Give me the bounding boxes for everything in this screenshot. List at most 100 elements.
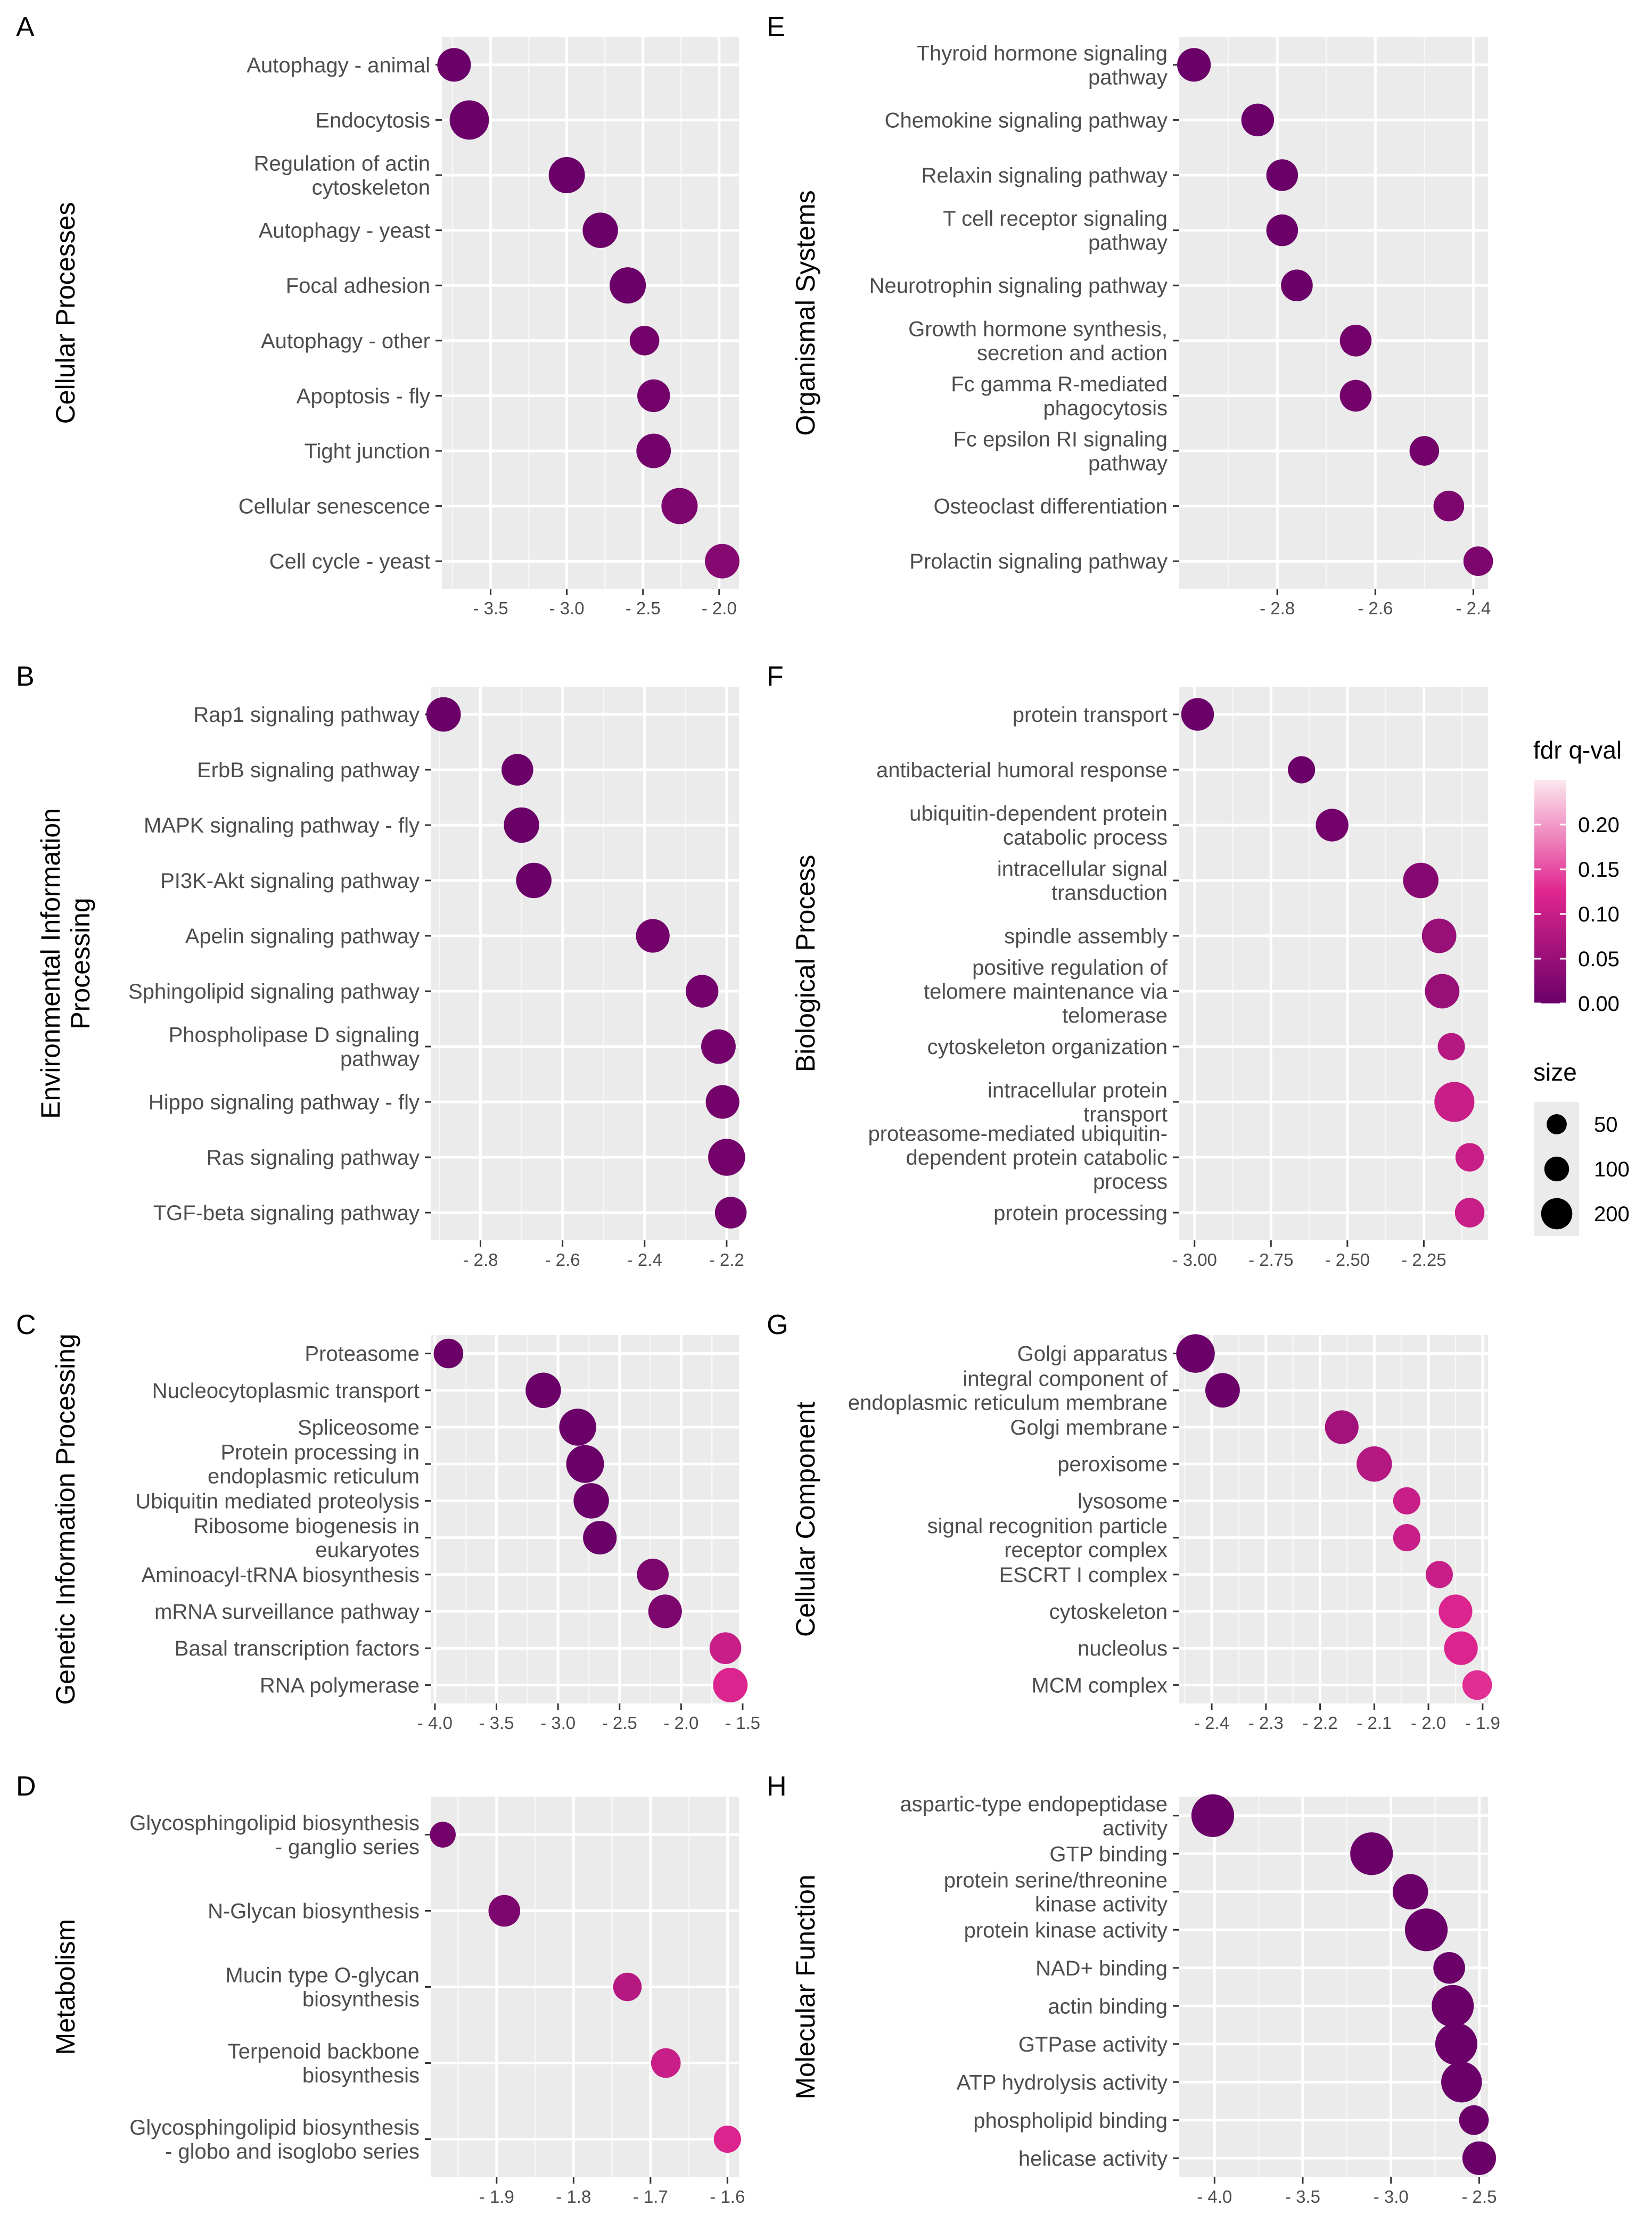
x-tick-label: - 1.6	[710, 2187, 745, 2206]
data-point	[525, 1372, 561, 1409]
category-label: T cell receptor signaling pathway	[943, 207, 1168, 254]
data-point	[1459, 2105, 1489, 2135]
category-label: Terpenoid backbone biosynthesis	[228, 2040, 420, 2087]
category-label: nucleolus	[1078, 1637, 1168, 1660]
x-tick-label: - 3.0	[1374, 2187, 1409, 2206]
plot-background	[431, 1335, 739, 1703]
category-label: Fc epsilon RI signaling pathway	[954, 428, 1168, 475]
panel-g: G - 2.4 - 2.3 - 2.2 - 2.1 - 2.0 - 1.9 Golgi app…	[767, 1310, 1500, 1733]
panel-letter: A	[16, 12, 35, 43]
data-point	[582, 212, 618, 248]
x-tick-label: - 4.0	[1197, 2187, 1232, 2206]
facet-title: Cellular Processes	[51, 202, 80, 424]
x-tick-label: - 2.8	[1260, 598, 1295, 618]
facet-title: Environmental InformationProcessing	[36, 808, 95, 1119]
data-point	[430, 1822, 456, 1848]
plot-background	[1179, 1797, 1488, 2177]
data-point	[426, 697, 461, 732]
data-point	[1444, 1631, 1478, 1665]
facet-title: Genetic Information Processing	[51, 1333, 80, 1705]
category-label: Osteoclast differentiation	[933, 495, 1168, 518]
data-point	[1392, 1874, 1428, 1909]
data-point	[1421, 918, 1457, 953]
data-point	[685, 975, 719, 1008]
category-label: ErbB signaling pathway	[197, 759, 420, 782]
category-label: Ubiquitin mediated proteolysis	[135, 1489, 420, 1513]
x-tick-label: - 2.8	[463, 1250, 498, 1270]
x-tick-label: - 2.4	[1194, 1713, 1229, 1733]
facet-title: Cellular Component	[791, 1402, 820, 1637]
size-key-label: 50	[1594, 1113, 1618, 1137]
data-point	[488, 1895, 521, 1927]
colorbar-label: 0.10	[1578, 903, 1620, 926]
category-label: Apelin signaling pathway	[185, 925, 420, 948]
x-tick-label: - 2.25	[1401, 1250, 1446, 1270]
data-point	[1339, 380, 1372, 412]
data-point	[1393, 1487, 1420, 1514]
data-point	[709, 1632, 742, 1664]
facet-title: Molecular Function	[791, 1874, 820, 2099]
x-tick-label: - 2.5	[602, 1713, 637, 1733]
data-point	[502, 754, 533, 786]
x-tick-label: - 2.6	[545, 1250, 580, 1270]
data-point	[1288, 756, 1316, 784]
colorbar-label: 0.00	[1578, 992, 1620, 1016]
category-label: cytoskeleton organization	[927, 1035, 1168, 1059]
panel-letter: B	[16, 661, 35, 692]
data-point	[504, 807, 539, 843]
category-label: Sphingolipid signaling pathway	[128, 980, 420, 1003]
data-point	[610, 267, 646, 304]
panel-d: D - 1.9 - 1.8 - 1.7 - 1.6 Glycosphingolipid b…	[16, 1771, 745, 2206]
category-label: Growth hormone synthesis, secretion and a…	[908, 317, 1168, 365]
category-label: phospholipid binding	[973, 2109, 1168, 2133]
size-key-label: 200	[1594, 1203, 1630, 1226]
category-label: Prolactin signaling pathway	[909, 550, 1168, 573]
category-label: Thyroid hormone signaling pathway	[917, 42, 1168, 89]
category-label: mRNA surveillance pathway	[154, 1600, 420, 1624]
data-point	[651, 2048, 681, 2078]
category-label: Neurotrophin signaling pathway	[869, 274, 1168, 298]
data-point	[1437, 1033, 1465, 1060]
category-label: helicase activity	[1018, 2147, 1168, 2170]
category-label: Ribosome biogenesis in eukaryotes	[193, 1514, 420, 1562]
panel-letter: E	[767, 12, 785, 43]
data-point	[1191, 1794, 1235, 1837]
data-point	[516, 862, 552, 899]
category-label: Spliceosome	[298, 1416, 420, 1439]
panel-letter: F	[767, 661, 784, 692]
data-point	[1454, 1198, 1485, 1228]
data-point	[1434, 1082, 1475, 1122]
category-label: Glycosphingolipid biosynthesis - globo an…	[129, 2116, 420, 2163]
x-tick-label: - 3.00	[1172, 1250, 1217, 1270]
category-label: protein transport	[1013, 703, 1168, 727]
data-point	[1205, 1373, 1240, 1408]
category-label: Ras signaling pathway	[207, 1146, 420, 1170]
data-point	[1435, 2023, 1477, 2065]
category-label: GTPase activity	[1018, 2033, 1168, 2056]
category-label: Golgi membrane	[1010, 1416, 1168, 1439]
x-tick-label: - 3.5	[473, 598, 508, 618]
data-point	[705, 544, 739, 579]
x-tick-label: - 2.75	[1248, 1250, 1293, 1270]
data-point	[648, 1594, 682, 1628]
panel-b: B - 2.8 - 2.6 - 2.4 - 2.2 Rap1 signaling path…	[16, 661, 747, 1270]
legend: fdr q-val 0.20 0.15 0.10 0.05 0.00 size 50 100 20…	[1533, 736, 1630, 1236]
category-label: Autophagy - animal	[246, 54, 430, 77]
legend-color-title: fdr q-val	[1533, 736, 1622, 764]
category-label: Phospholipase D signaling pathway	[169, 1024, 420, 1071]
data-point	[437, 48, 471, 82]
facet-title: Organismal Systems	[791, 190, 820, 435]
legend-size-title: size	[1533, 1058, 1577, 1086]
data-point	[1339, 325, 1372, 357]
x-tick-label: - 3.0	[549, 598, 585, 618]
category-label: positive regulation of telomere maintenan…	[924, 956, 1168, 1027]
category-label: spindle assembly	[1004, 925, 1168, 948]
plot-background	[431, 687, 739, 1240]
data-point	[1404, 1908, 1448, 1952]
data-point	[548, 157, 585, 194]
data-point	[714, 1197, 747, 1229]
category-label: aspartic-type endopeptidase activity	[900, 1792, 1168, 1840]
data-point	[1433, 490, 1465, 522]
data-point	[1462, 2141, 1497, 2175]
